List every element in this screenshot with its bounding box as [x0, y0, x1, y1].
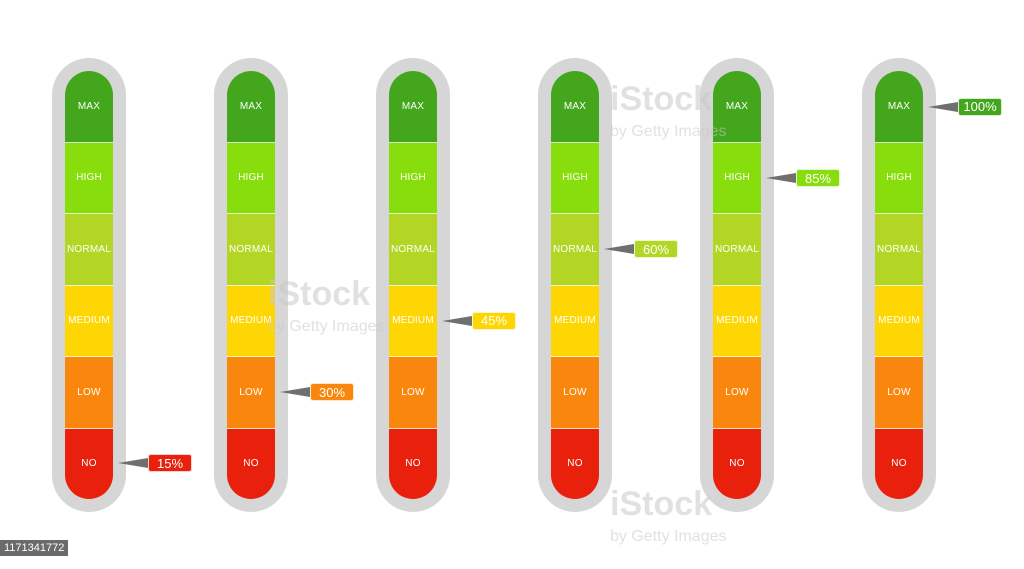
level-meter: MAX HIGH NORMAL MEDIUM LOW NO: [862, 58, 936, 512]
value-tag: 15%: [148, 454, 192, 473]
level-segment-low: LOW: [551, 357, 599, 429]
value-tag: 85%: [796, 169, 840, 187]
level-segment-max: MAX: [875, 71, 923, 143]
watermark-brand: iStock: [610, 485, 713, 523]
level-segment-normal: NORMAL: [551, 214, 599, 286]
level-segment-medium: MEDIUM: [65, 285, 113, 357]
level-segment-medium: MEDIUM: [227, 285, 275, 357]
value-pointer: 100%: [928, 97, 1002, 117]
meter-bar: MAX HIGH NORMAL MEDIUM LOW NO: [65, 71, 113, 499]
level-meter: MAX HIGH NORMAL MEDIUM LOW NO: [538, 58, 612, 512]
level-segment-low: LOW: [875, 357, 923, 429]
level-meter: MAX HIGH NORMAL MEDIUM LOW NO: [52, 58, 126, 512]
level-segment-low: LOW: [389, 357, 437, 429]
level-segment-no: NO: [875, 428, 923, 499]
value-tag: 60%: [634, 240, 678, 259]
pointer-arrow-icon: [118, 458, 148, 469]
value-tag: 45%: [472, 311, 516, 330]
meter-bar: MAX HIGH NORMAL MEDIUM LOW NO: [389, 71, 437, 499]
pointer-arrow-icon: [604, 244, 634, 255]
level-segment-medium: MEDIUM: [713, 285, 761, 357]
level-segment-high: HIGH: [713, 142, 761, 214]
value-pointer: 85%: [766, 168, 840, 188]
watermark-credit: by Getty Images: [610, 123, 727, 140]
meter-bar: MAX HIGH NORMAL MEDIUM LOW NO: [551, 71, 599, 499]
level-segment-high: HIGH: [875, 142, 923, 214]
pointer-arrow-icon: [442, 315, 472, 326]
level-segment-low: LOW: [65, 357, 113, 429]
value-pointer: 45%: [442, 311, 516, 331]
level-segment-no: NO: [227, 428, 275, 499]
value-pointer: 60%: [604, 239, 678, 259]
level-segment-medium: MEDIUM: [875, 285, 923, 357]
level-segment-high: HIGH: [389, 142, 437, 214]
level-segment-no: NO: [65, 428, 113, 499]
level-meter: MAX HIGH NORMAL MEDIUM LOW NO: [700, 58, 774, 512]
level-segment-max: MAX: [389, 71, 437, 143]
level-segment-normal: NORMAL: [713, 214, 761, 286]
value-tag: 100%: [958, 97, 1002, 116]
watermark-brand: iStock: [268, 275, 371, 313]
level-segment-high: HIGH: [551, 142, 599, 214]
level-segment-medium: MEDIUM: [389, 285, 437, 357]
level-segment-max: MAX: [65, 71, 113, 143]
pointer-arrow-icon: [280, 387, 310, 397]
level-segment-normal: NORMAL: [65, 214, 113, 286]
meter-bar: MAX HIGH NORMAL MEDIUM LOW NO: [713, 71, 761, 499]
level-segment-high: HIGH: [227, 142, 275, 214]
level-segment-low: LOW: [227, 357, 275, 429]
level-segment-high: HIGH: [65, 142, 113, 214]
meter-bar: MAX HIGH NORMAL MEDIUM LOW NO: [875, 71, 923, 499]
level-segment-no: NO: [389, 428, 437, 499]
level-segment-normal: NORMAL: [227, 214, 275, 286]
level-segment-max: MAX: [551, 71, 599, 143]
level-segment-no: NO: [551, 428, 599, 499]
level-meter: MAX HIGH NORMAL MEDIUM LOW NO: [376, 58, 450, 512]
pointer-arrow-icon: [766, 173, 796, 183]
level-segment-normal: NORMAL: [875, 214, 923, 286]
value-pointer: 30%: [280, 382, 354, 402]
level-segment-normal: NORMAL: [389, 214, 437, 286]
level-segment-max: MAX: [227, 71, 275, 143]
watermark-credit: by Getty Images: [610, 528, 727, 545]
pointer-arrow-icon: [928, 101, 958, 112]
value-tag: 30%: [310, 383, 354, 401]
level-segment-low: LOW: [713, 357, 761, 429]
stock-id: 1171341772: [0, 540, 69, 556]
watermark-brand: iStock: [610, 80, 713, 118]
meter-bar: MAX HIGH NORMAL MEDIUM LOW NO: [227, 71, 275, 499]
level-segment-max: MAX: [713, 71, 761, 143]
level-meter: MAX HIGH NORMAL MEDIUM LOW NO: [214, 58, 288, 512]
level-segment-no: NO: [713, 428, 761, 499]
watermark-credit: by Getty Images: [268, 318, 385, 335]
level-segment-medium: MEDIUM: [551, 285, 599, 357]
value-pointer: 15%: [118, 453, 192, 473]
